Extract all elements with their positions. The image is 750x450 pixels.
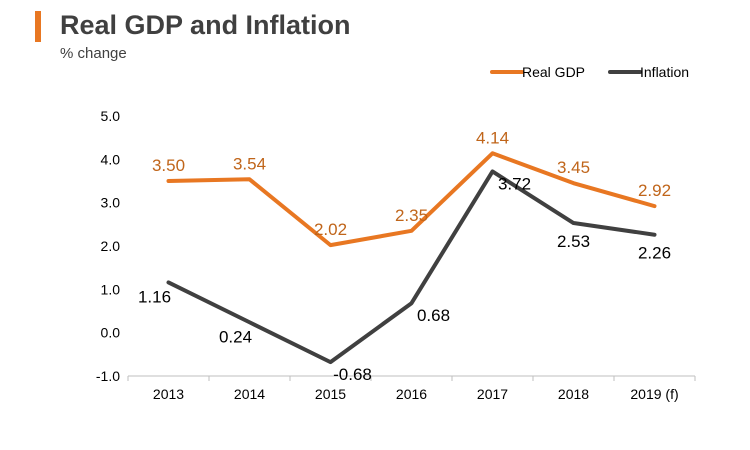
legend-label: Real GDP: [522, 64, 585, 80]
data-label: 2.02: [314, 220, 347, 239]
data-label: 3.72: [498, 174, 531, 193]
data-label: 3.50: [152, 156, 185, 175]
y-tick-label: 0.0: [101, 325, 121, 341]
x-tick-label: 2018: [558, 386, 589, 402]
series-line-inflation: [166, 169, 657, 365]
data-label: 4.14: [476, 128, 509, 147]
y-tick-label: 2.0: [101, 238, 121, 254]
x-tick-label: 2016: [396, 386, 427, 402]
data-label: 3.54: [233, 154, 266, 173]
data-label: -0.68: [333, 365, 372, 384]
data-label: 2.53: [557, 232, 590, 251]
y-tick-label: 1.0: [101, 281, 121, 297]
x-tick-label: 2015: [315, 386, 346, 402]
data-label: 1.16: [138, 287, 171, 306]
data-label: 2.26: [638, 244, 671, 263]
y-tick-label: 4.0: [101, 151, 121, 167]
data-label: 0.68: [417, 306, 450, 325]
x-tick-label: 2019 (f): [630, 386, 678, 402]
y-tick-label: 3.0: [101, 195, 121, 211]
data-label: 2.92: [638, 181, 671, 200]
data-label: 3.45: [557, 158, 590, 177]
chart-title: Real GDP and Inflation: [60, 10, 351, 40]
x-tick-label: 2013: [153, 386, 184, 402]
data-label: 0.24: [219, 327, 252, 346]
y-tick-label: 5.0: [101, 108, 121, 124]
x-tick-label: 2017: [477, 386, 508, 402]
series-line-real-gdp: [166, 151, 657, 248]
x-tick-label: 2014: [234, 386, 265, 402]
data-label: 2.35: [395, 206, 428, 225]
legend-label: Inflation: [640, 64, 689, 80]
chart-subtitle: % change: [60, 45, 127, 62]
title-accent-bar: [35, 11, 41, 42]
y-tick-label: -1.0: [96, 368, 120, 384]
